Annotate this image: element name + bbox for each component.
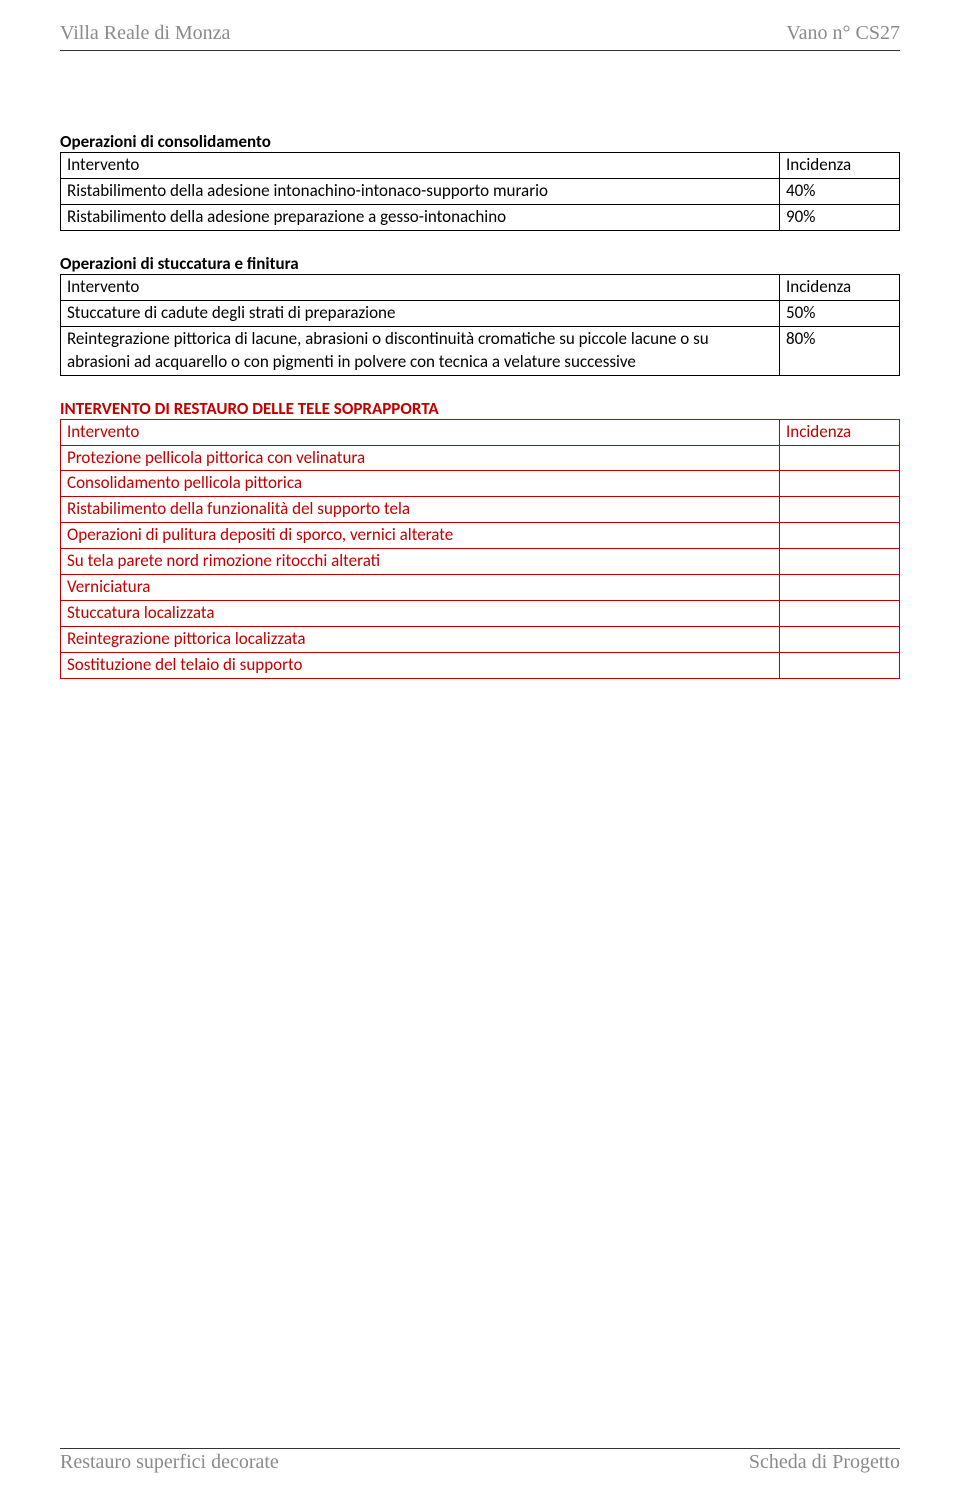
section3-title: INTERVENTO DI RESTAURO DELLE TELE SOPRAP… [60, 398, 900, 419]
cell-text: Su tela parete nord rimozione ritocchi a… [61, 549, 780, 575]
cell-val [780, 445, 900, 471]
cell-val [780, 653, 900, 679]
cell-val [780, 601, 900, 627]
cell-val [780, 627, 900, 653]
table-row: Protezione pellicola pittorica con velin… [61, 445, 900, 471]
section1-title: Operazioni di consolidamento [60, 131, 900, 152]
col-incidenza: Incidenza [780, 153, 900, 179]
table-row: Sostituzione del telaio di supporto [61, 653, 900, 679]
section2-table: Intervento Incidenza Stuccature di cadut… [60, 274, 900, 376]
cell-text: Stuccature di cadute degli strati di pre… [61, 300, 780, 326]
cell-text: Ristabilimento della funzionalità del su… [61, 497, 780, 523]
cell-val: 80% [780, 326, 900, 375]
cell-text: Ristabilimento della adesione preparazio… [61, 204, 780, 230]
table-row: Ristabilimento della funzionalità del su… [61, 497, 900, 523]
page-header: Villa Reale di Monza Vano n° CS27 [60, 22, 900, 51]
table-row: Stuccatura localizzata [61, 601, 900, 627]
cell-val [780, 497, 900, 523]
section3-table: Intervento Incidenza Protezione pellicol… [60, 419, 900, 679]
header-right: Vano n° CS27 [786, 22, 900, 45]
table-row: Ristabilimento della adesione intonachin… [61, 178, 900, 204]
table-header-row: Intervento Incidenza [61, 153, 900, 179]
cell-val: 90% [780, 204, 900, 230]
cell-text: Consolidamento pellicola pittorica [61, 471, 780, 497]
cell-text: Verniciatura [61, 575, 780, 601]
col-incidenza: Incidenza [780, 419, 900, 445]
cell-val: 50% [780, 300, 900, 326]
cell-text: Operazioni di pulitura depositi di sporc… [61, 523, 780, 549]
cell-text: Sostituzione del telaio di supporto [61, 653, 780, 679]
table-header-row: Intervento Incidenza [61, 419, 900, 445]
cell-val [780, 549, 900, 575]
footer-right: Scheda di Progetto [749, 1451, 900, 1474]
table-row: Stuccature di cadute degli strati di pre… [61, 300, 900, 326]
table-row: Consolidamento pellicola pittorica [61, 471, 900, 497]
table-row: Reintegrazione pittorica di lacune, abra… [61, 326, 900, 375]
cell-val [780, 523, 900, 549]
cell-text: Reintegrazione pittorica localizzata [61, 627, 780, 653]
col-incidenza: Incidenza [780, 274, 900, 300]
cell-text: Protezione pellicola pittorica con velin… [61, 445, 780, 471]
cell-val: 40% [780, 178, 900, 204]
header-left: Villa Reale di Monza [60, 22, 230, 45]
table-row: Operazioni di pulitura depositi di sporc… [61, 523, 900, 549]
table-row: Ristabilimento della adesione preparazio… [61, 204, 900, 230]
page-footer: Restauro superfici decorate Scheda di Pr… [60, 1448, 900, 1474]
cell-val [780, 575, 900, 601]
table-row: Verniciatura [61, 575, 900, 601]
cell-val [780, 471, 900, 497]
table-row: Reintegrazione pittorica localizzata [61, 627, 900, 653]
col-intervento: Intervento [61, 419, 780, 445]
section1-table: Intervento Incidenza Ristabilimento dell… [60, 152, 900, 231]
table-header-row: Intervento Incidenza [61, 274, 900, 300]
col-intervento: Intervento [61, 274, 780, 300]
footer-left: Restauro superfici decorate [60, 1451, 279, 1474]
cell-text: Stuccatura localizzata [61, 601, 780, 627]
section2-title: Operazioni di stuccatura e finitura [60, 253, 900, 274]
col-intervento: Intervento [61, 153, 780, 179]
cell-text: Ristabilimento della adesione intonachin… [61, 178, 780, 204]
table-row: Su tela parete nord rimozione ritocchi a… [61, 549, 900, 575]
cell-text: Reintegrazione pittorica di lacune, abra… [61, 326, 780, 375]
